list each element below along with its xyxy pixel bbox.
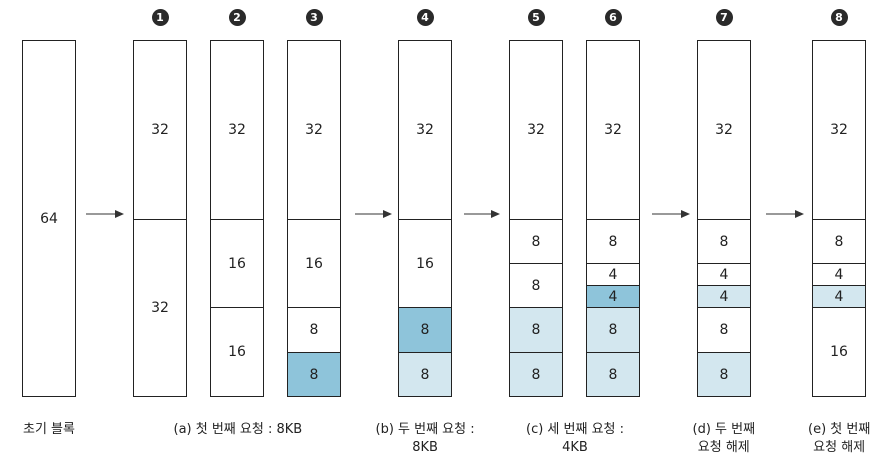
caption-initial: 초기 블록: [23, 421, 75, 439]
caption-c: (c) 세 번째 요청 : 4KB: [526, 421, 624, 457]
memory-block-16: 16: [211, 219, 263, 307]
caption-b: (b) 두 번째 요청 : 8KB: [376, 421, 475, 457]
memory-block-32: 32: [211, 41, 263, 219]
memory-block-8: 8: [510, 263, 562, 307]
caption-line: (d) 두 번째: [692, 422, 756, 437]
memory-block-32: 32: [698, 41, 750, 219]
memory-column-step7: 32 8 4 4 8 8: [697, 40, 751, 397]
memory-block-16: 16: [813, 307, 865, 396]
memory-block-4: 4: [587, 285, 639, 307]
memory-block-8: 8: [813, 219, 865, 263]
step-badge-8: 8: [830, 9, 848, 26]
memory-block-4: 4: [698, 285, 750, 307]
memory-block-16: 16: [211, 307, 263, 396]
step-badge-6: 6: [604, 9, 622, 26]
memory-block-16: 16: [288, 219, 340, 307]
step-badge-7: 7: [715, 9, 733, 26]
memory-block-8: 8: [510, 219, 562, 263]
caption-a: (a) 첫 번째 요청 : 8KB: [174, 421, 303, 439]
step-badge-4: 4: [416, 9, 434, 26]
memory-column-step5: 32 8 8 8 8: [509, 40, 563, 397]
caption-line: (e) 첫 번째: [808, 422, 871, 437]
memory-block-8: 8: [587, 219, 639, 263]
memory-block-32: 32: [399, 41, 451, 219]
step-badge-2: 2: [228, 9, 246, 26]
caption-line: 요청 해제: [813, 440, 866, 455]
transition-arrow-icon: [355, 210, 392, 218]
caption-line: 초기 블록: [23, 422, 75, 437]
step-badge-3: 3: [305, 9, 323, 26]
memory-column-initial: 64: [22, 40, 76, 397]
memory-block-16: 16: [399, 219, 451, 307]
caption-line: 4KB: [562, 440, 588, 455]
transition-arrow-icon: [766, 210, 804, 218]
memory-block-4: 4: [813, 285, 865, 307]
memory-block-8: 8: [587, 352, 639, 396]
memory-block-8: 8: [399, 352, 451, 396]
memory-block-32: 32: [813, 41, 865, 219]
memory-block-8: 8: [510, 307, 562, 352]
memory-block-8: 8: [698, 352, 750, 396]
caption-line: (a) 첫 번째 요청 : 8KB: [173, 422, 303, 437]
transition-arrow-icon: [86, 210, 124, 218]
memory-column-step8: 32 8 4 4 16: [812, 40, 866, 397]
memory-block-8: 8: [510, 352, 562, 396]
memory-block-4: 4: [698, 263, 750, 285]
memory-block-4: 4: [587, 263, 639, 285]
memory-column-step6: 32 8 4 4 8 8: [586, 40, 640, 397]
transition-arrow-icon: [652, 210, 690, 218]
caption-line: 8KB: [412, 440, 438, 455]
caption-line: (b) 두 번째 요청 :: [375, 422, 475, 437]
memory-block-32: 32: [587, 41, 639, 219]
memory-block-64: 64: [23, 41, 75, 396]
transition-arrow-icon: [464, 210, 500, 218]
memory-block-8: 8: [288, 352, 340, 396]
step-badge-1: 1: [151, 9, 169, 26]
memory-block-8: 8: [399, 307, 451, 352]
memory-column-step3: 32 16 8 8: [287, 40, 341, 397]
caption-line: (c) 세 번째 요청 :: [526, 422, 625, 437]
memory-block-8: 8: [587, 307, 639, 352]
caption-line: 요청 해제: [697, 440, 750, 455]
memory-block-32: 32: [288, 41, 340, 219]
memory-column-step1: 32 32: [133, 40, 187, 397]
step-badge-5: 5: [527, 9, 545, 26]
memory-column-step4: 32 16 8 8: [398, 40, 452, 397]
memory-block-32: 32: [134, 219, 186, 396]
memory-block-8: 8: [698, 307, 750, 352]
memory-block-4: 4: [813, 263, 865, 285]
memory-block-32: 32: [134, 41, 186, 219]
memory-column-step2: 32 16 16: [210, 40, 264, 397]
memory-block-32: 32: [510, 41, 562, 219]
memory-block-8: 8: [288, 307, 340, 352]
memory-block-8: 8: [698, 219, 750, 263]
